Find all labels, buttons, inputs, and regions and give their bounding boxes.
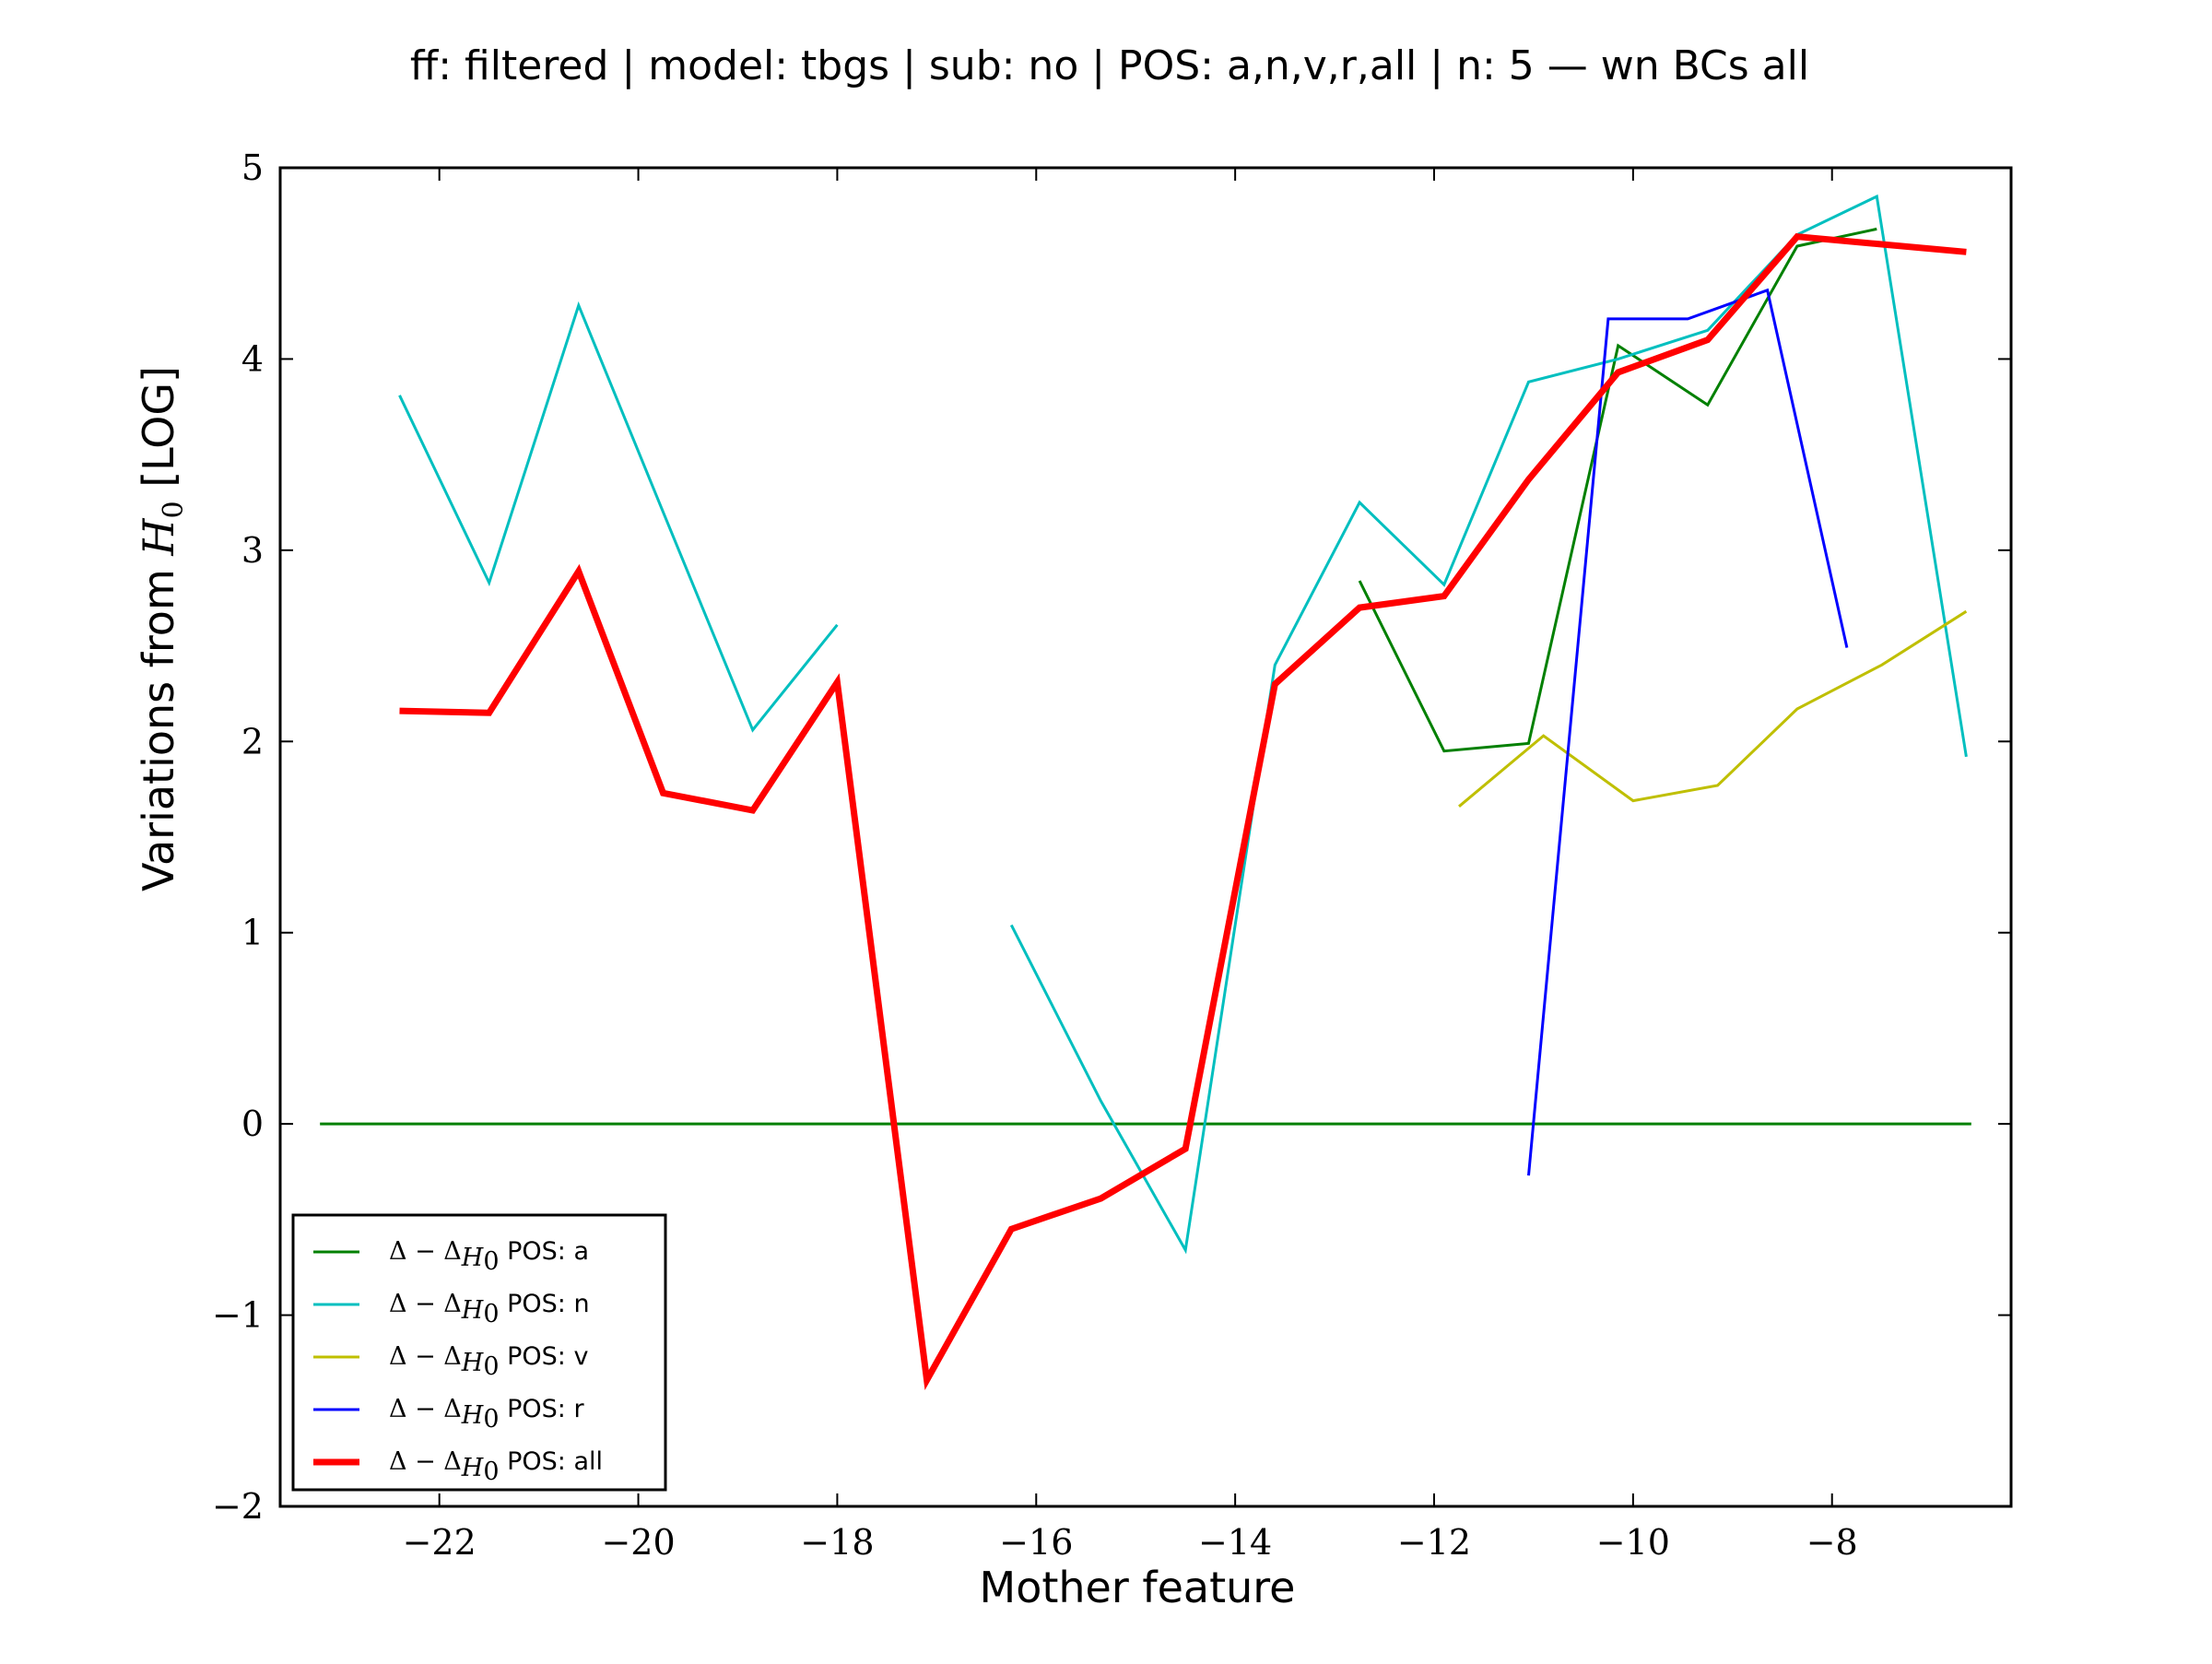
x-tick-label: −22 (403, 1522, 477, 1563)
y-axis-label-prefix: Variations from (134, 556, 183, 891)
x-tick-label: −18 (800, 1522, 874, 1563)
x-tick-label: −8 (1806, 1522, 1858, 1563)
y-tick-label: 2 (241, 721, 264, 761)
series-line-pos-n-part-1 (398, 301, 839, 733)
y-tick-label: 4 (241, 338, 264, 379)
plot-area (320, 194, 1971, 1391)
chart-title: ff: filtered | model: tbgs | sub: no | P… (410, 42, 1809, 89)
series-line-pos-r (1527, 288, 1849, 1176)
y-tick-label: 5 (241, 148, 264, 188)
y-axis-label: Variations from H0 [LOG] (134, 366, 190, 891)
series-line-pos-n-part-2 (1009, 194, 1968, 1255)
svg-text:Variations from H0 [LOG]: Variations from H0 [LOG] (134, 366, 190, 891)
y-tick-label: −2 (212, 1486, 264, 1527)
legend-box (291, 1213, 667, 1492)
y-tick-label: −1 (212, 1295, 264, 1336)
y-tick-label: 0 (241, 1103, 264, 1144)
plot-frame (278, 166, 2013, 1508)
y-axis-label-subscript: 0 (158, 501, 190, 518)
legend-entry-pos-a: Δ − ΔH0 POS: a (389, 1237, 589, 1276)
y-axis-label-math: H (134, 518, 183, 557)
chart-legend: Δ − ΔH0 POS: a Δ − ΔH0 POS: n Δ − ΔH0 POS:… (291, 1213, 667, 1492)
x-axis-label: Mother feature (980, 1563, 1296, 1612)
legend-entry-pos-n: Δ − ΔH0 POS: n (389, 1290, 590, 1328)
legend-entry-pos-r: Δ − ΔH0 POS: r (389, 1395, 584, 1434)
x-tick-label: −20 (601, 1522, 675, 1563)
y-tick-label: 3 (241, 530, 264, 571)
x-tick-label: −16 (999, 1522, 1073, 1563)
y-axis-label-suffix: [LOG] (134, 366, 183, 501)
legend-entry-pos-all: Δ − ΔH0 POS: all (389, 1447, 603, 1486)
x-tick-label: −12 (1397, 1522, 1471, 1563)
series-line-pos-all (399, 233, 1967, 1391)
legend-entry-pos-v: Δ − ΔH0 POS: v (389, 1342, 588, 1381)
series-line-pos-a (1358, 227, 1877, 753)
x-tick-label: −14 (1198, 1522, 1272, 1563)
y-tick-label: 1 (241, 913, 264, 953)
x-tick-label: −10 (1596, 1522, 1670, 1563)
series-line-pos-v (1458, 609, 1968, 808)
